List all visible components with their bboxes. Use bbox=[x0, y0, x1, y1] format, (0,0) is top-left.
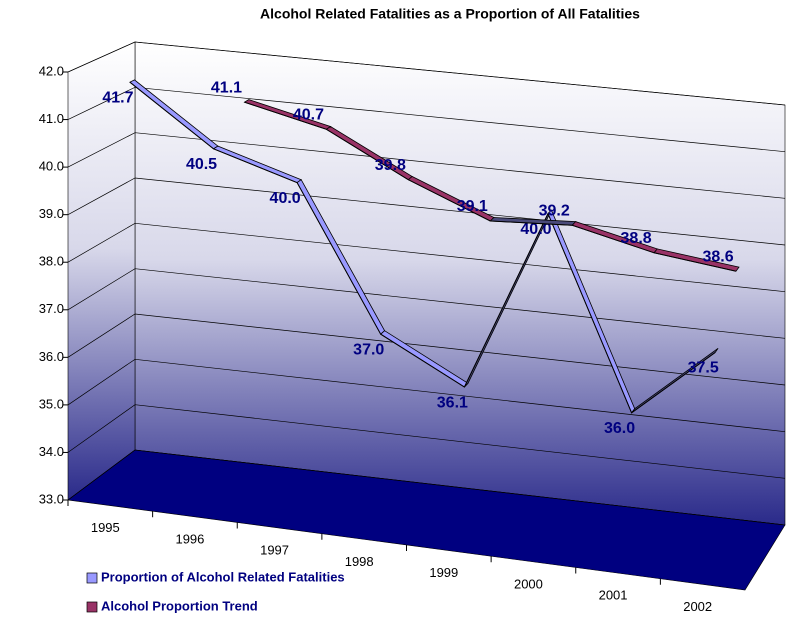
value-label: 40.7 bbox=[293, 107, 324, 124]
legend-label: Proportion of Alcohol Related Fatalities bbox=[101, 569, 345, 584]
value-label: 37.5 bbox=[688, 360, 719, 377]
back-wall bbox=[134, 41, 786, 526]
x-tick-label: 1996 bbox=[175, 531, 204, 546]
value-label: 39.2 bbox=[539, 202, 570, 219]
x-tick-label: 2001 bbox=[599, 588, 628, 603]
series-line bbox=[244, 101, 737, 272]
legend-swatch bbox=[86, 572, 98, 584]
y-tick-label: 35.0 bbox=[39, 396, 64, 411]
grid-line bbox=[67, 268, 786, 339]
side-wall bbox=[67, 41, 136, 501]
grid-line bbox=[67, 41, 786, 106]
value-label: 40.0 bbox=[270, 190, 301, 207]
x-tick-label: 1997 bbox=[260, 543, 289, 558]
y-tick-label: 37.0 bbox=[39, 301, 64, 316]
value-label: 39.1 bbox=[457, 198, 488, 215]
grid-line bbox=[67, 86, 786, 153]
grid-line bbox=[67, 358, 786, 433]
x-tick-label: 1998 bbox=[345, 554, 374, 569]
x-tick-label: 2002 bbox=[683, 599, 712, 614]
y-tick-label: 42.0 bbox=[39, 63, 64, 78]
value-label: 39.8 bbox=[375, 157, 406, 174]
grid-line bbox=[67, 449, 786, 526]
x-tick-label: 2000 bbox=[514, 576, 543, 591]
value-label: 40.5 bbox=[186, 156, 217, 173]
value-label: 36.1 bbox=[437, 394, 468, 411]
legend-label: Alcohol Proportion Trend bbox=[101, 598, 258, 613]
y-tick-label: 40.0 bbox=[39, 159, 64, 174]
y-tick-label: 34.0 bbox=[39, 444, 64, 459]
grid-line bbox=[67, 222, 786, 293]
value-label: 41.1 bbox=[211, 79, 242, 96]
value-label: 37.0 bbox=[353, 341, 384, 358]
grid-line bbox=[67, 313, 786, 386]
x-tick-label: 1995 bbox=[91, 520, 120, 535]
value-label: 38.6 bbox=[702, 248, 733, 265]
series-line bbox=[129, 81, 716, 414]
y-tick-label: 36.0 bbox=[39, 349, 64, 364]
y-tick-label: 38.0 bbox=[39, 254, 64, 269]
y-tick-label: 41.0 bbox=[39, 111, 64, 126]
y-tick-label: 39.0 bbox=[39, 206, 64, 221]
value-label: 41.7 bbox=[102, 89, 133, 106]
y-tick-label: 33.0 bbox=[39, 491, 64, 506]
grid-line bbox=[67, 132, 786, 199]
legend-swatch bbox=[86, 601, 98, 613]
value-label: 38.8 bbox=[621, 230, 652, 247]
value-label: 40.0 bbox=[520, 221, 551, 238]
value-label: 36.0 bbox=[604, 420, 635, 437]
chart-title: Alcohol Related Fatalities as a Proporti… bbox=[260, 6, 640, 22]
x-tick-label: 1999 bbox=[429, 565, 458, 580]
grid-line bbox=[67, 404, 786, 479]
